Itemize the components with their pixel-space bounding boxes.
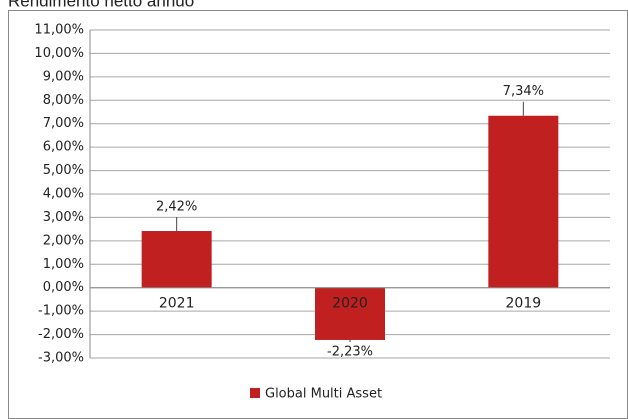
bar — [141, 231, 212, 288]
y-tick-label: 3,00% — [43, 210, 84, 225]
bar — [315, 287, 385, 340]
y-tick-label: 0,00% — [43, 280, 84, 295]
y-tick-label: 11,00% — [34, 23, 84, 38]
y-tick-label: 9,00% — [43, 69, 84, 84]
legend-swatch — [250, 388, 260, 398]
legend-label: Global Multi Asset — [265, 387, 382, 402]
data-label: -2,23% — [327, 344, 373, 359]
y-tick-label: 8,00% — [43, 93, 84, 108]
y-tick-label: 10,00% — [34, 46, 84, 61]
y-tick-label: 2,00% — [43, 233, 84, 248]
y-tick-label: -1,00% — [38, 304, 84, 319]
data-label: 2,42% — [156, 200, 197, 215]
y-tick-label: 6,00% — [43, 140, 84, 155]
chart-title: Rendimento netto annuo — [8, 0, 194, 10]
y-tick-label: -3,00% — [38, 351, 84, 366]
y-tick-label: 5,00% — [43, 163, 84, 178]
x-tick-label: 2019 — [506, 296, 542, 312]
data-label: 7,34% — [503, 84, 544, 99]
bar — [488, 115, 559, 288]
y-tick-label: 1,00% — [43, 257, 84, 272]
y-tick-label: 4,00% — [43, 187, 84, 202]
x-tick-label: 2021 — [159, 296, 195, 312]
x-tick-label: 2020 — [332, 296, 368, 312]
y-tick-label: -2,00% — [38, 327, 84, 342]
y-tick-label: 7,00% — [43, 116, 84, 131]
